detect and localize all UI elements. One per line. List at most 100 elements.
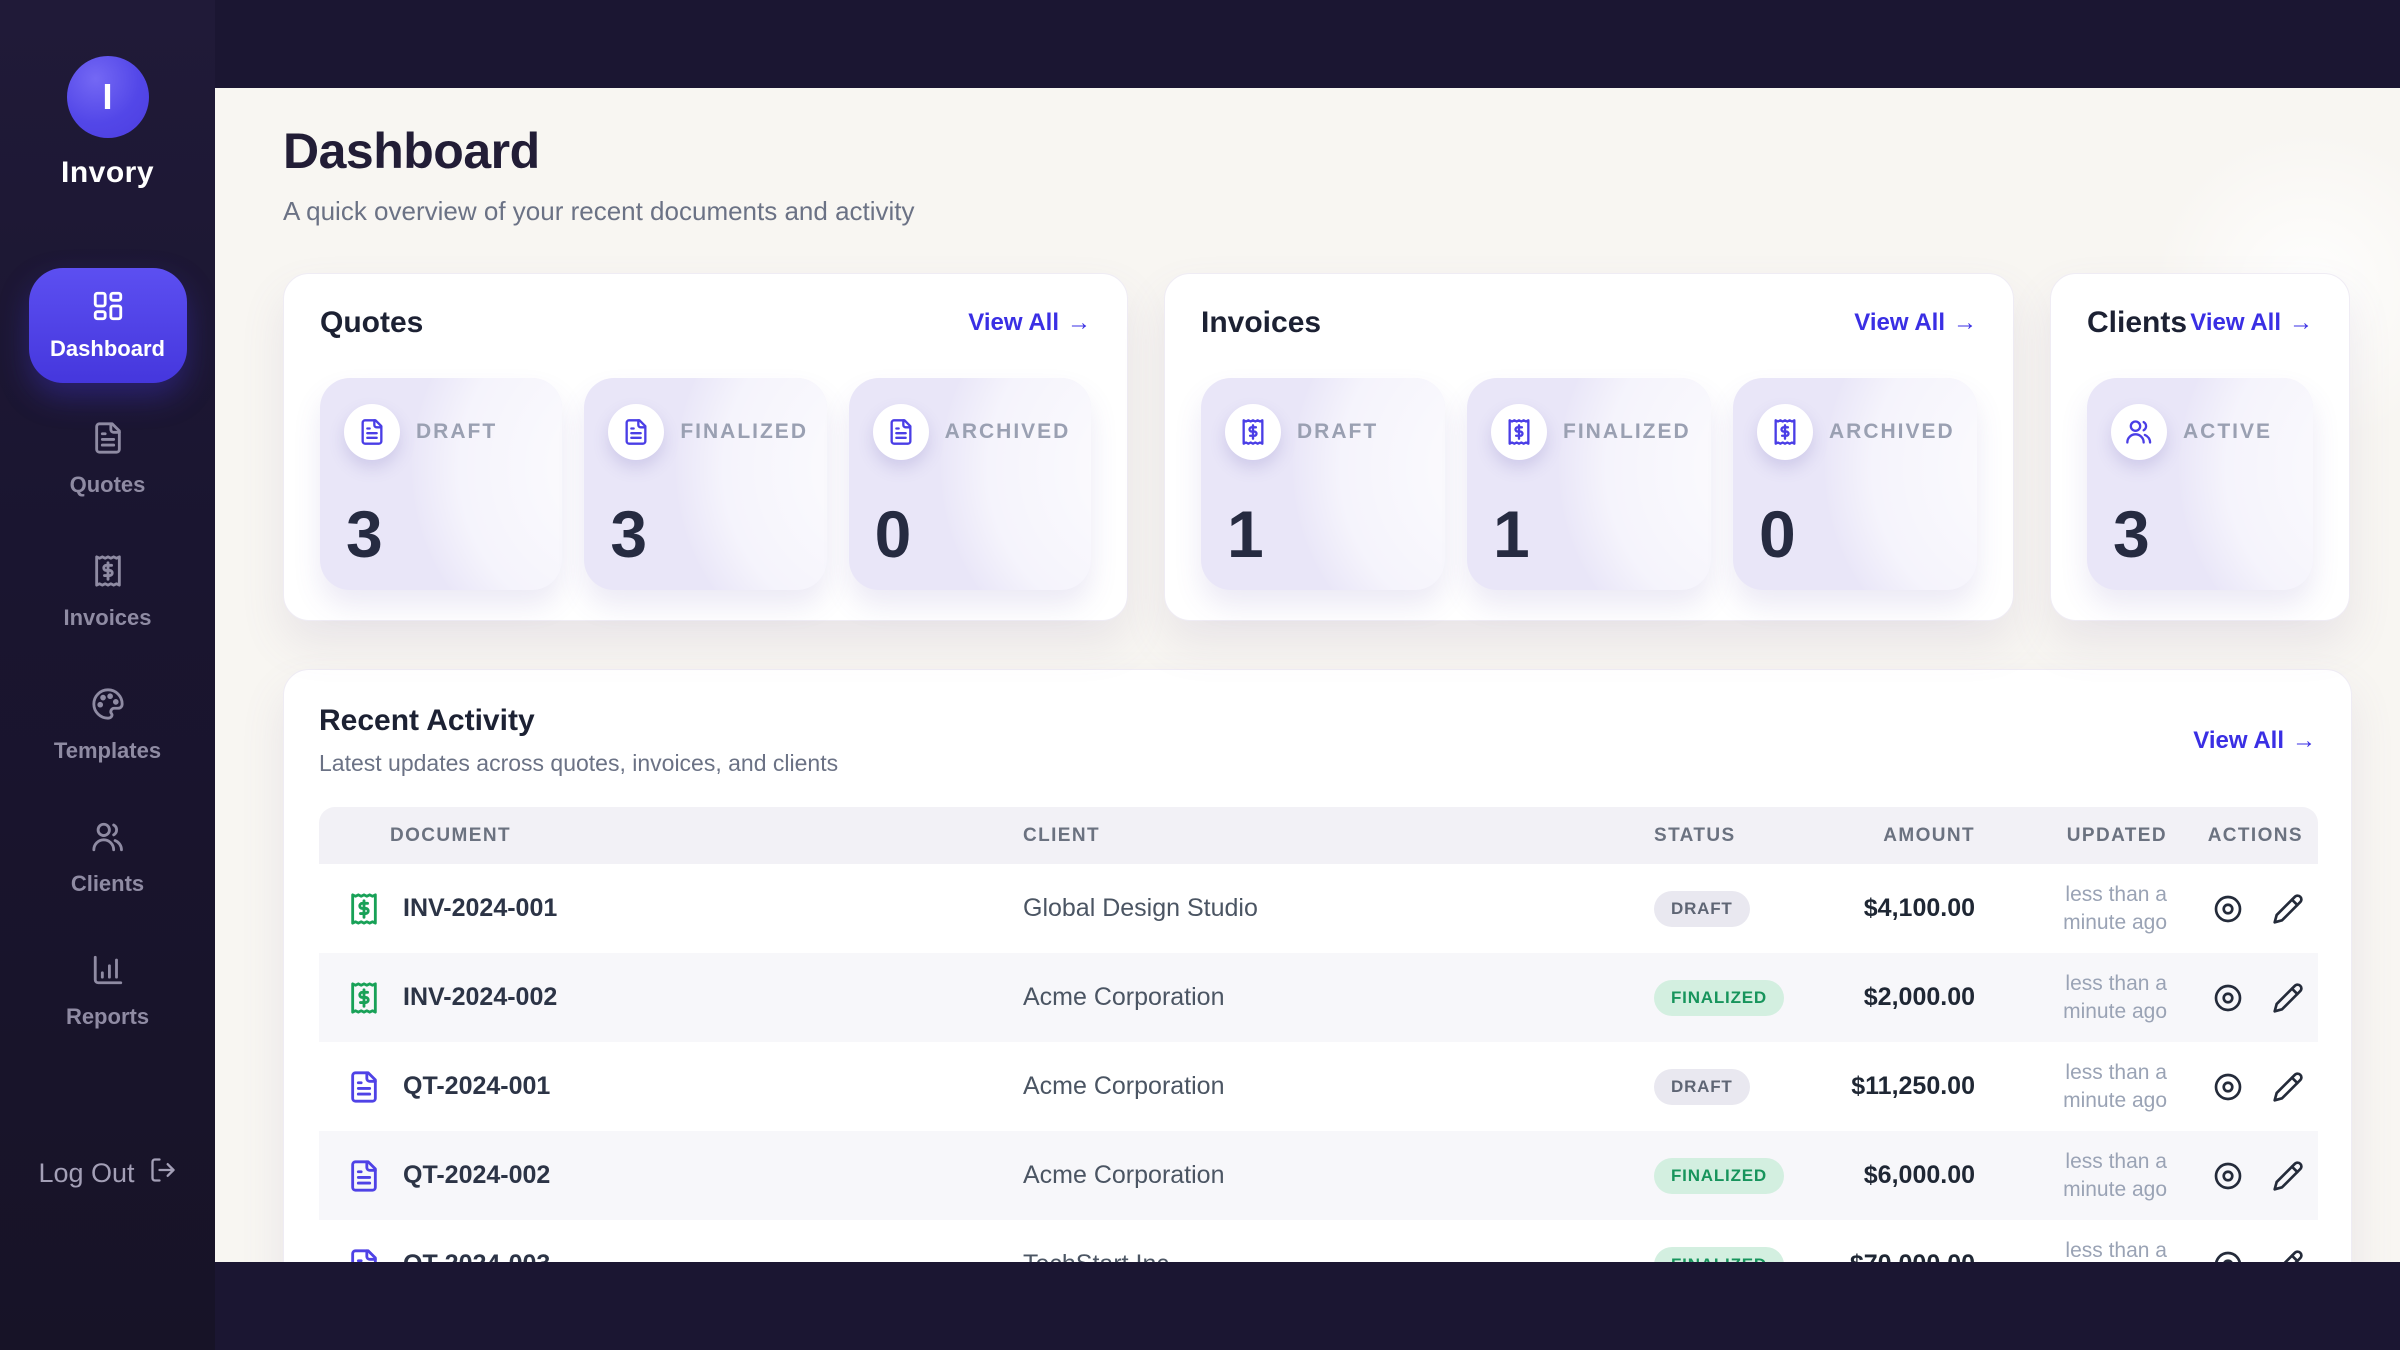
- table-row[interactable]: QT-2024-003 TechStart Inc. FINALIZED $70…: [319, 1220, 2318, 1262]
- activity-view-all-link[interactable]: View All →: [2193, 727, 2316, 755]
- quotes-finalized-tile: FINALIZED 3: [584, 378, 827, 590]
- edit-icon[interactable]: [2272, 982, 2304, 1014]
- stat-label: DRAFT: [416, 420, 498, 443]
- client-name: Global Design Studio: [1023, 894, 1258, 922]
- table-header-row: DOCUMENT CLIENT STATUS AMOUNT UPDATED AC…: [319, 807, 2318, 864]
- file-text-icon: [344, 404, 400, 460]
- view-all-label: View All: [2193, 726, 2284, 754]
- client-name: TechStart Inc.: [1023, 1250, 1654, 1262]
- column-header-client: CLIENT: [1023, 824, 1101, 846]
- receipt-icon: [1757, 404, 1813, 460]
- file-text-icon: [91, 421, 125, 460]
- edit-icon[interactable]: [2272, 893, 2304, 925]
- view-all-label: View All: [1854, 309, 1945, 336]
- amount: $2,000.00: [1863, 983, 1975, 1011]
- quotes-card-title: Quotes: [320, 306, 424, 339]
- status-badge: FINALIZED: [1654, 1157, 1784, 1194]
- view-all-label: View All: [968, 309, 1059, 336]
- amount: $4,100.00: [1863, 894, 1975, 922]
- view-icon[interactable]: [2212, 982, 2244, 1014]
- document-id: QT-2024-003: [403, 1250, 550, 1262]
- document-id: QT-2024-002: [403, 1161, 551, 1189]
- summary-cards-row: Quotes View All → DRAFT 3: [283, 273, 2400, 621]
- sidebar-item-label: Clients: [70, 871, 145, 896]
- receipt-icon: [1491, 404, 1547, 460]
- arrow-right-icon: →: [2289, 309, 2313, 336]
- bar-chart-icon: [91, 953, 125, 992]
- quotes-card: Quotes View All → DRAFT 3: [283, 273, 1128, 621]
- activity-title: Recent Activity: [319, 704, 535, 737]
- table-row[interactable]: QT-2024-001 Acme Corporation DRAFT $11,2…: [319, 1042, 2318, 1131]
- sidebar-item-templates[interactable]: Templates: [0, 659, 215, 792]
- document-id: INV-2024-002: [403, 983, 558, 1011]
- view-icon[interactable]: [2212, 893, 2244, 925]
- sidebar-item-label: Dashboard: [50, 336, 165, 361]
- clients-active-tile: ACTIVE 3: [2087, 378, 2313, 590]
- sidebar-item-label: Quotes: [69, 472, 146, 497]
- document-id: QT-2024-001: [403, 1072, 551, 1100]
- view-icon[interactable]: [2212, 1160, 2244, 1192]
- receipt-icon: [91, 554, 125, 593]
- updated-time: less than a minute ago: [2063, 972, 2167, 1023]
- stat-label: ARCHIVED: [944, 420, 1071, 443]
- invoice-receipt-icon: [347, 981, 381, 1015]
- logo-mark-icon: I: [66, 56, 149, 138]
- status-badge: FINALIZED: [1654, 979, 1784, 1016]
- file-text-icon: [872, 404, 929, 460]
- stat-value: 0: [1759, 497, 1796, 571]
- updated-time: less than a minute ago: [2063, 883, 2167, 934]
- users-icon: [2111, 404, 2167, 460]
- edit-icon[interactable]: [2272, 1249, 2304, 1262]
- sidebar-item-clients[interactable]: Clients: [0, 792, 215, 925]
- palette-icon: [91, 687, 125, 726]
- page-title: Dashboard: [283, 123, 540, 179]
- clients-view-all-link[interactable]: View All →: [2190, 309, 2313, 337]
- stat-value: 3: [610, 497, 648, 571]
- users-icon: [91, 820, 125, 859]
- sidebar-item-quotes[interactable]: Quotes: [0, 393, 215, 526]
- logo-letter: I: [102, 76, 113, 117]
- view-all-label: View All: [2190, 309, 2281, 336]
- amount: $11,250.00: [1851, 1072, 1975, 1100]
- client-name: Acme Corporation: [1023, 1072, 1225, 1100]
- quotes-archived-tile: ARCHIVED 0: [848, 378, 1091, 590]
- sidebar: I Invory Dashboard Quotes Invoices Templ…: [0, 0, 215, 1350]
- layout-dashboard-icon: [91, 289, 125, 328]
- activity-subtitle: Latest updates across quotes, invoices, …: [319, 750, 839, 776]
- view-icon[interactable]: [2212, 1249, 2244, 1262]
- sidebar-item-dashboard[interactable]: Dashboard: [28, 268, 187, 383]
- clients-card-title: Clients: [2087, 306, 2188, 339]
- stat-label: DRAFT: [1297, 420, 1379, 443]
- table-body: INV-2024-001 Global Design Studio DRAFT …: [319, 864, 2318, 1262]
- status-badge: FINALIZED: [1654, 1246, 1784, 1262]
- stat-label: ARCHIVED: [1829, 420, 1955, 443]
- stat-value: 1: [1493, 497, 1530, 571]
- activity-table: DOCUMENT CLIENT STATUS AMOUNT UPDATED AC…: [319, 807, 2318, 1262]
- column-header-updated: UPDATED: [2066, 824, 2167, 846]
- amount: $6,000.00: [1863, 1161, 1975, 1189]
- edit-icon[interactable]: [2272, 1160, 2304, 1192]
- invoices-view-all-link[interactable]: View All →: [1854, 309, 1977, 337]
- column-header-document: DOCUMENT: [390, 824, 511, 846]
- stat-label: ACTIVE: [2183, 420, 2273, 443]
- sidebar-item-reports[interactable]: Reports: [0, 925, 215, 1058]
- table-row[interactable]: QT-2024-002 Acme Corporation FINALIZED $…: [319, 1131, 2318, 1220]
- file-text-icon: [608, 404, 665, 460]
- stat-value: 3: [346, 497, 383, 571]
- logout-icon: [149, 1156, 177, 1191]
- table-row[interactable]: INV-2024-002 Acme Corporation FINALIZED …: [319, 953, 2318, 1042]
- document-id: INV-2024-001: [403, 894, 558, 922]
- logout-label: Log Out: [38, 1158, 135, 1188]
- invoices-card: Invoices View All → DRAFT 1: [1164, 273, 2014, 621]
- updated-time: less than a minute ago: [2065, 1239, 2167, 1262]
- view-icon[interactable]: [2212, 1071, 2244, 1103]
- logout-button[interactable]: Log Out: [0, 1156, 215, 1191]
- page-subtitle: A quick overview of your recent document…: [283, 196, 915, 226]
- edit-icon[interactable]: [2272, 1071, 2304, 1103]
- arrow-right-icon: →: [1953, 309, 1977, 336]
- table-row[interactable]: INV-2024-001 Global Design Studio DRAFT …: [319, 864, 2318, 953]
- client-name: Acme Corporation: [1023, 1161, 1225, 1189]
- quotes-view-all-link[interactable]: View All →: [968, 309, 1091, 337]
- sidebar-item-invoices[interactable]: Invoices: [0, 526, 215, 659]
